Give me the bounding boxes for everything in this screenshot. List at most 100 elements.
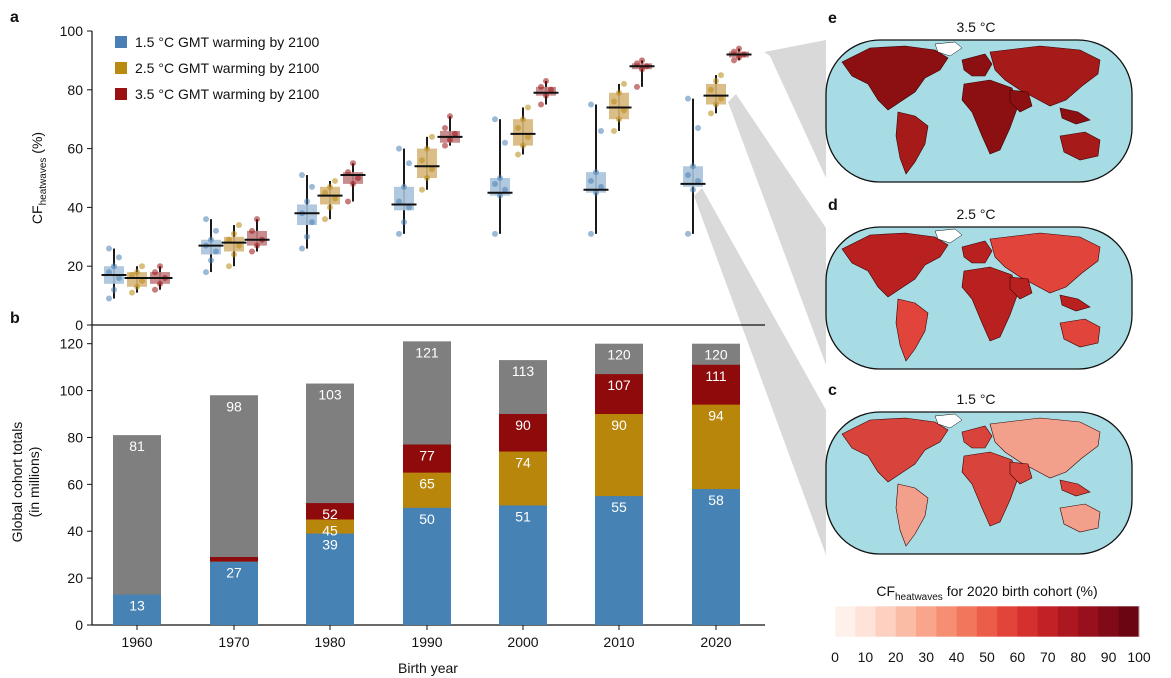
- bar-15c: [692, 489, 740, 625]
- model-point: [208, 236, 214, 243]
- model-point: [611, 98, 617, 105]
- y-tick-label-a: 80: [67, 82, 83, 98]
- legend-label: 3.5 °C GMT warming by 2100: [135, 86, 320, 102]
- legend-swatch: [115, 36, 127, 48]
- south-asia: [1009, 89, 1033, 113]
- model-point: [525, 133, 531, 140]
- model-point: [429, 133, 435, 140]
- map-title: 2.5 °C: [956, 206, 995, 222]
- y-tick-label-b: 0: [75, 617, 83, 633]
- model-point: [736, 54, 742, 61]
- model-point: [254, 216, 260, 223]
- y-tick-label-a: 100: [60, 23, 84, 39]
- australia: [1059, 131, 1101, 161]
- colorbar: CFheatwaves for 2020 birth cohort (%) 0 10…: [831, 583, 1151, 665]
- bar-data-label: 74: [515, 455, 531, 471]
- model-point: [419, 186, 425, 193]
- model-point: [639, 57, 645, 64]
- model-point: [231, 251, 237, 258]
- greenland: [934, 41, 963, 57]
- model-point: [708, 86, 714, 93]
- europe: [961, 425, 993, 449]
- model-point: [713, 101, 719, 108]
- bar-data-label: 55: [611, 499, 627, 515]
- map-title: 1.5 °C: [956, 391, 995, 407]
- model-point: [588, 101, 594, 108]
- model-point: [515, 125, 521, 132]
- colorbar-segment: [1098, 606, 1120, 637]
- model-point: [134, 269, 140, 276]
- model-point: [152, 286, 158, 293]
- colorbar-title-suffix: for 2020 birth cohort (%): [943, 583, 1098, 599]
- model-point: [213, 248, 219, 255]
- panel-a-boxplot: 0 20 40 60 80 100 a CFheatwaves (%) 1.5 °C GMT w…: [10, 9, 752, 333]
- iqr-box: [536, 86, 556, 96]
- bar-data-label: 65: [419, 476, 435, 492]
- x-tick-label-b: 1960: [121, 634, 152, 650]
- model-point: [249, 248, 255, 255]
- legend-swatch: [115, 88, 127, 100]
- y-tick-label-b: 80: [67, 429, 83, 445]
- colorbar-segment: [1017, 606, 1039, 637]
- model-point: [447, 113, 453, 120]
- model-point: [134, 283, 140, 290]
- iqr-box: [343, 172, 363, 184]
- model-point: [254, 242, 260, 249]
- model-point: [424, 145, 430, 152]
- model-point: [616, 89, 622, 96]
- y-tick-label-b: 40: [67, 523, 83, 539]
- model-point: [401, 219, 407, 226]
- colorbar-segment: [916, 606, 937, 637]
- model-point: [236, 242, 242, 249]
- model-point: [203, 269, 209, 276]
- model-point: [690, 186, 696, 193]
- model-point: [718, 95, 724, 102]
- bar-data-label: 50: [419, 511, 435, 527]
- model-point: [736, 45, 742, 52]
- asia: [989, 417, 1101, 479]
- model-point: [598, 183, 604, 190]
- model-point: [695, 177, 701, 184]
- australia: [1059, 503, 1101, 533]
- bar-data-label: 103: [318, 387, 342, 403]
- model-point: [502, 186, 508, 193]
- bar-data-label: 81: [129, 438, 145, 454]
- colorbar-title-main: CF: [876, 583, 895, 599]
- southeast-asia: [1059, 294, 1091, 312]
- bar-data-label: 107: [607, 377, 631, 393]
- y-tick-label-a: 20: [67, 258, 83, 274]
- south-america: [895, 483, 929, 547]
- model-point: [442, 125, 448, 132]
- model-point: [452, 130, 458, 137]
- map-panels: e 3.5 °C d 2.5 °C c 1.5 °C: [825, 10, 1133, 555]
- model-point: [111, 286, 117, 293]
- y-axis-label-main: CF: [29, 205, 45, 224]
- model-point: [690, 163, 696, 170]
- model-point: [520, 142, 526, 149]
- bar-totalcohort: [113, 435, 161, 625]
- model-point: [396, 198, 402, 205]
- model-point: [116, 274, 122, 281]
- model-point: [139, 277, 145, 284]
- model-point: [322, 189, 328, 196]
- model-point: [593, 169, 599, 176]
- bar-15c: [595, 496, 643, 625]
- iqr-box: [609, 92, 629, 120]
- model-point: [538, 101, 544, 108]
- europe: [961, 53, 993, 77]
- model-point: [543, 77, 549, 84]
- model-point: [249, 227, 255, 234]
- bar-15c: [403, 507, 451, 625]
- colorbar-segment: [895, 606, 917, 637]
- model-point: [350, 180, 356, 187]
- y-axis-label-a: CFheatwaves (%): [29, 132, 49, 224]
- model-point: [713, 77, 719, 84]
- bar-data-label: 51: [515, 508, 531, 524]
- bar-data-label: 94: [708, 408, 724, 424]
- model-point: [157, 263, 163, 270]
- australia: [1059, 318, 1101, 348]
- model-point: [502, 139, 508, 146]
- model-point: [419, 157, 425, 164]
- model-point: [520, 116, 526, 123]
- model-point: [401, 183, 407, 190]
